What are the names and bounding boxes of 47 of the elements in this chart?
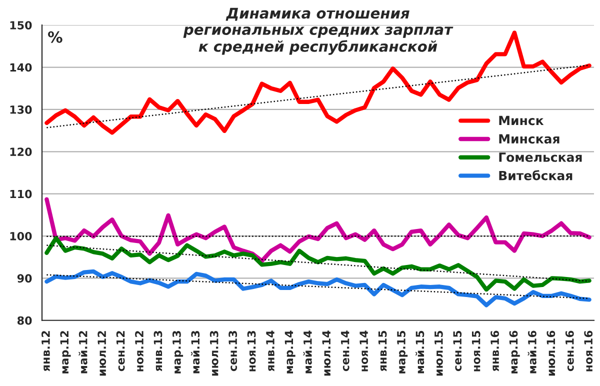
x-tick-label: ноя.12: [135, 331, 144, 372]
x-tick-label: мар.16: [509, 330, 520, 374]
legend-label: Витебская: [499, 170, 572, 180]
y-tick-label: 130: [10, 105, 32, 114]
x-tick-label: мар.14: [284, 330, 296, 374]
y-tick-label: 80: [17, 316, 32, 325]
x-tick-label: ноя.16: [584, 330, 593, 372]
x-tick-label: май.13: [190, 330, 200, 374]
y-tick-label: 100: [10, 232, 32, 240]
x-tick-label: мар.13: [172, 330, 184, 374]
x-tick-label: янв.16: [490, 330, 499, 372]
x-tick-label: июл.13: [210, 330, 218, 376]
legend-label: Минск: [499, 116, 544, 126]
y-tick-label: 150: [10, 21, 32, 30]
x-tick-label: янв.14: [266, 330, 274, 372]
x-tick-label: июл.15: [434, 330, 443, 376]
y-tick-label: 90: [17, 274, 32, 283]
x-tick-label: июл.12: [98, 331, 106, 376]
x-tick-label: сен.12: [116, 331, 125, 372]
x-tick-label: ноя.15: [472, 330, 480, 372]
line-series: [44, 236, 592, 292]
x-tick-label: ноя.14: [360, 330, 368, 372]
y-tick-label: 140: [10, 63, 32, 72]
chart-title: Динамика отношения региональных средних зарплат к средней республиканской: [183, 8, 454, 55]
x-tick-label: июл.14: [322, 330, 331, 376]
x-tick-label: ноя.13: [247, 330, 256, 372]
x-tick-label: янв.12: [41, 331, 50, 372]
x-tick-label: янв.13: [154, 330, 162, 372]
x-tick-label: сен.14: [341, 330, 350, 372]
x-tick-label: сен.13: [228, 330, 238, 372]
x-tick-label: мар.15: [397, 330, 408, 374]
x-tick-label: май.12: [78, 331, 88, 374]
x-tick-label: май.14: [303, 330, 312, 374]
y-axis-title: %: [48, 31, 62, 43]
y-tick-label: 110: [10, 190, 32, 198]
x-tick-label: сен.15: [453, 330, 462, 372]
line-series: [44, 269, 592, 308]
line-series: [44, 197, 592, 263]
x-tick-label: сен.16: [565, 330, 574, 372]
y-tick-label: 120: [10, 148, 32, 156]
x-tick-label: мар.12: [60, 331, 71, 374]
x-tick-label: май.16: [528, 330, 536, 374]
legend-label: Минская: [499, 134, 560, 144]
x-tick-label: июл.16: [546, 330, 556, 376]
x-tick-label: янв.15: [378, 330, 387, 372]
x-tick-label: май.15: [415, 330, 424, 374]
legend-label: Гомельская: [499, 152, 582, 162]
